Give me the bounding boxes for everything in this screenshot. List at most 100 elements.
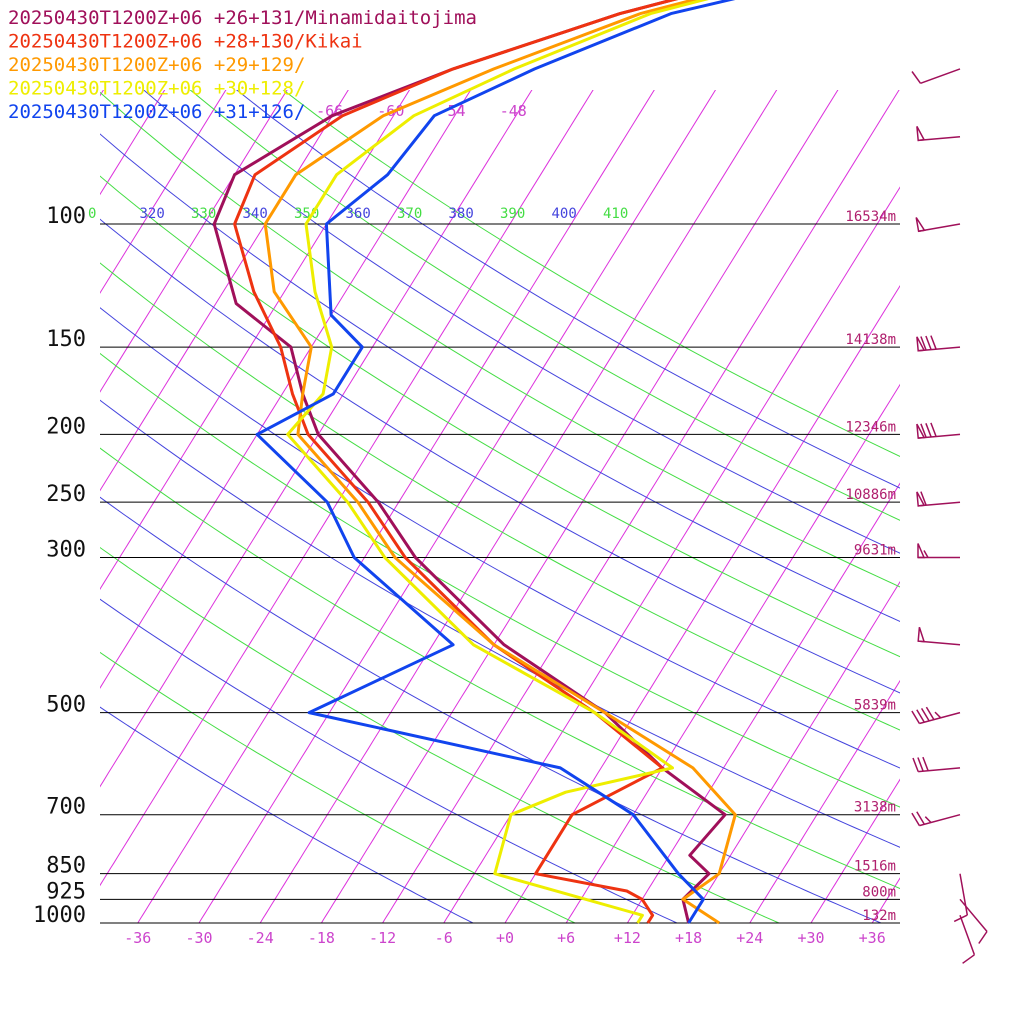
wind-barb — [911, 68, 961, 85]
pressure-label: 200 — [46, 414, 86, 439]
height-label: 5839m — [854, 698, 896, 714]
theta-label: 380 — [449, 206, 474, 222]
pressure-label: 700 — [46, 795, 86, 820]
isotherm-line — [320, 90, 839, 924]
theta-line — [100, 651, 576, 924]
temperature-tick-label: -36 — [124, 929, 151, 947]
height-label: 16534m — [845, 209, 896, 225]
theta-lines — [100, 90, 900, 924]
isotherm-line — [749, 679, 900, 924]
height-label: 132m — [862, 908, 896, 924]
theta-line — [100, 399, 900, 848]
legend-entry: 20250430T1200Z+06 +28+130/Kikai — [8, 31, 363, 53]
height-label: 14138m — [845, 332, 896, 348]
temperature-tick-label: -6 — [435, 929, 453, 947]
wind-barb — [916, 422, 961, 439]
isotherm-line — [100, 90, 533, 788]
isotherm-line — [443, 186, 900, 924]
upper-temperature-label: -54 — [438, 102, 465, 120]
temperature-tick-label: +24 — [736, 929, 763, 947]
theta-line — [100, 133, 900, 623]
theta-line — [100, 91, 900, 588]
temperature-tick-label: +30 — [797, 929, 824, 947]
temperature-tick-label: -18 — [308, 929, 335, 947]
temperature-tick-label: +36 — [859, 929, 886, 947]
wind-barb — [911, 706, 961, 725]
temperature-tick-label: +12 — [614, 929, 641, 947]
pressure-label: 1000 — [33, 903, 86, 928]
theta-labels: 0 320 330 340 350 360 370 380 390 400 410 — [88, 206, 628, 222]
isotherm-line — [565, 383, 900, 924]
theta-label: 410 — [603, 206, 628, 222]
height-label: 12346m — [845, 419, 896, 435]
theta-label: 340 — [243, 206, 268, 222]
upper-temperature-label: -48 — [500, 102, 527, 120]
temperature-tick-label: +18 — [675, 929, 702, 947]
pressure-label: 300 — [46, 538, 86, 563]
wind-barb — [953, 873, 969, 923]
wind-barb — [912, 756, 961, 773]
series-line — [286, 0, 709, 924]
theta-line — [189, 90, 900, 521]
theta-line — [100, 598, 678, 924]
isotherm-line — [100, 90, 349, 492]
wind-barb — [917, 543, 960, 559]
wind-barb — [917, 626, 961, 646]
theta-label: 360 — [346, 206, 371, 222]
theta-line — [100, 546, 780, 924]
pressure-label: 250 — [46, 482, 86, 507]
isotherm-lines — [0, 43, 1024, 924]
sounding-series — [212, 0, 737, 925]
theta-line — [100, 706, 474, 924]
temperature-tick-label: -30 — [185, 929, 212, 947]
temperature-tick-label: -24 — [247, 929, 274, 947]
isotherm-line — [626, 482, 900, 924]
isotherm-line — [100, 90, 472, 689]
legend: 20250430T1200Z+06 +26+131/Minamidaitojim… — [8, 7, 477, 123]
theta-line — [142, 90, 900, 554]
theta-label: 370 — [397, 206, 422, 222]
height-label: 3138m — [854, 800, 896, 816]
temperature-tick-label: -12 — [369, 929, 396, 947]
theta-line — [100, 352, 900, 808]
theta-line — [100, 218, 900, 694]
wind-barb — [915, 217, 961, 233]
temperature-tick-label: +0 — [496, 929, 514, 947]
legend-entry: 20250430T1200Z+06 +26+131/Minamidaitojim… — [8, 7, 477, 29]
isotherm-line — [100, 90, 166, 196]
pressure-label: 925 — [46, 879, 86, 904]
isotherm-line — [100, 90, 411, 591]
series-line — [233, 0, 679, 924]
theta-line — [100, 307, 900, 769]
isotherm-line — [198, 90, 717, 924]
series-line — [255, 0, 736, 924]
wind-barb — [959, 915, 976, 964]
series-line — [263, 0, 737, 925]
wind-barb — [959, 898, 988, 944]
isotherm-line — [137, 90, 655, 924]
wind-barb — [916, 126, 961, 142]
isotherm-line — [810, 778, 900, 924]
series-line — [212, 0, 727, 924]
pressure-label: 100 — [46, 204, 86, 229]
isotherm-line — [100, 90, 227, 294]
theta-line — [100, 175, 900, 658]
theta-line — [235, 90, 900, 489]
isotherm-line — [871, 877, 900, 924]
theta-label: 0 — [88, 206, 96, 222]
pressure-label: 500 — [46, 693, 86, 718]
wind-barbs — [911, 68, 988, 964]
theta-label: 390 — [500, 206, 525, 222]
theta-line — [100, 262, 900, 731]
theta-line — [100, 447, 900, 890]
temperature-tick-label: +6 — [557, 929, 575, 947]
theta-label: 320 — [140, 206, 165, 222]
isotherm-line — [0, 43, 11, 924]
legend-entry: 20250430T1200Z+06 +29+129/ — [8, 54, 305, 76]
height-label: 800m — [862, 884, 896, 900]
legend-entry: 20250430T1200Z+06 +31+126/ — [8, 101, 305, 123]
isotherm-line — [688, 581, 900, 924]
theta-label: 400 — [552, 206, 577, 222]
isotherm-line — [933, 43, 1024, 924]
pressure-label: 850 — [46, 854, 86, 879]
